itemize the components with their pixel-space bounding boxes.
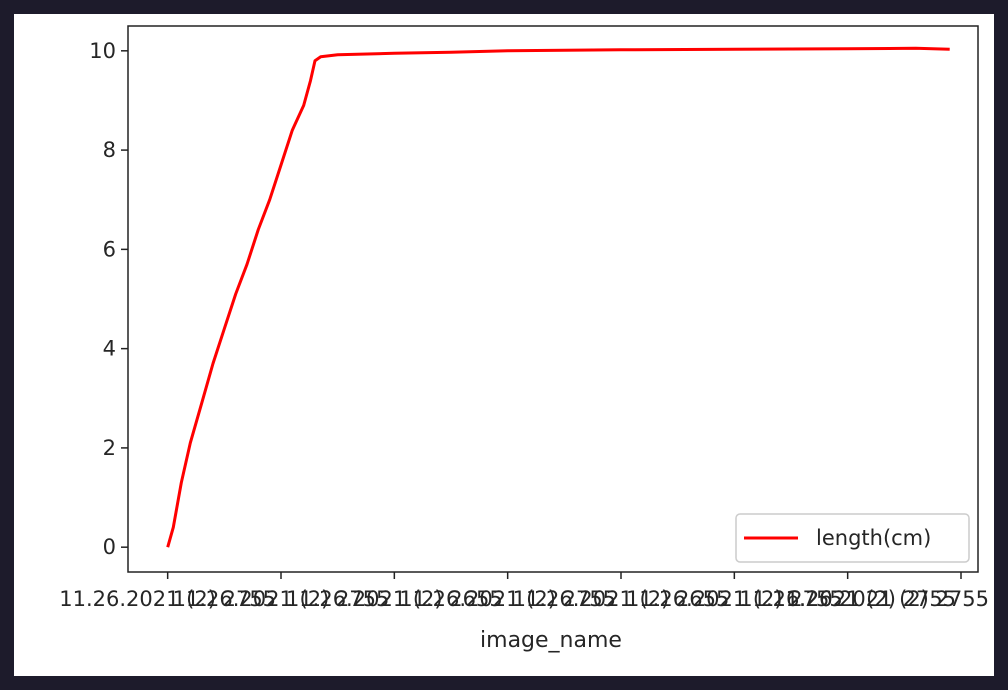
legend-label-length: length(cm) — [816, 526, 931, 550]
y-tick-label: 10 — [89, 39, 116, 63]
x-tick-label: 11.26.2021 (2) 2755 — [173, 587, 390, 611]
chart-frame: 0 2 4 6 8 10 11.26.2021 (2) 2755 11.26.2021 (2… — [14, 14, 994, 676]
x-tick-label: 11.26.2021 (2) 2655 — [286, 587, 503, 611]
x-tick-label: 11.26.2021 (2) 2755 — [399, 587, 616, 611]
legend-box — [735, 513, 970, 563]
y-tick-label: 0 — [103, 535, 116, 559]
series-line-length — [166, 46, 950, 548]
y-tick-label: 8 — [103, 138, 116, 162]
x-axis-label: image_name — [480, 628, 622, 653]
x-tick-label: 11.26.2021 (2) 2755 — [626, 587, 843, 611]
x-tick-label: 11.26.2021 (2) 2755 — [739, 587, 956, 611]
legend: length(cm) — [735, 513, 970, 563]
x-tick-label: 11.26.2021 (2) 2655 — [513, 587, 730, 611]
series-layer — [166, 46, 950, 548]
plot-area — [127, 25, 979, 573]
y-tick-label: 4 — [103, 337, 116, 361]
x-tick-label: 11.26.2021 (2) 2755 — [772, 587, 989, 611]
y-tick-label: 2 — [103, 436, 116, 460]
y-axis: 0 2 4 6 8 10 — [89, 39, 128, 559]
y-tick-label: 6 — [103, 237, 116, 261]
x-tick-label: 11.26.2021 (2) 2755 — [59, 587, 276, 611]
